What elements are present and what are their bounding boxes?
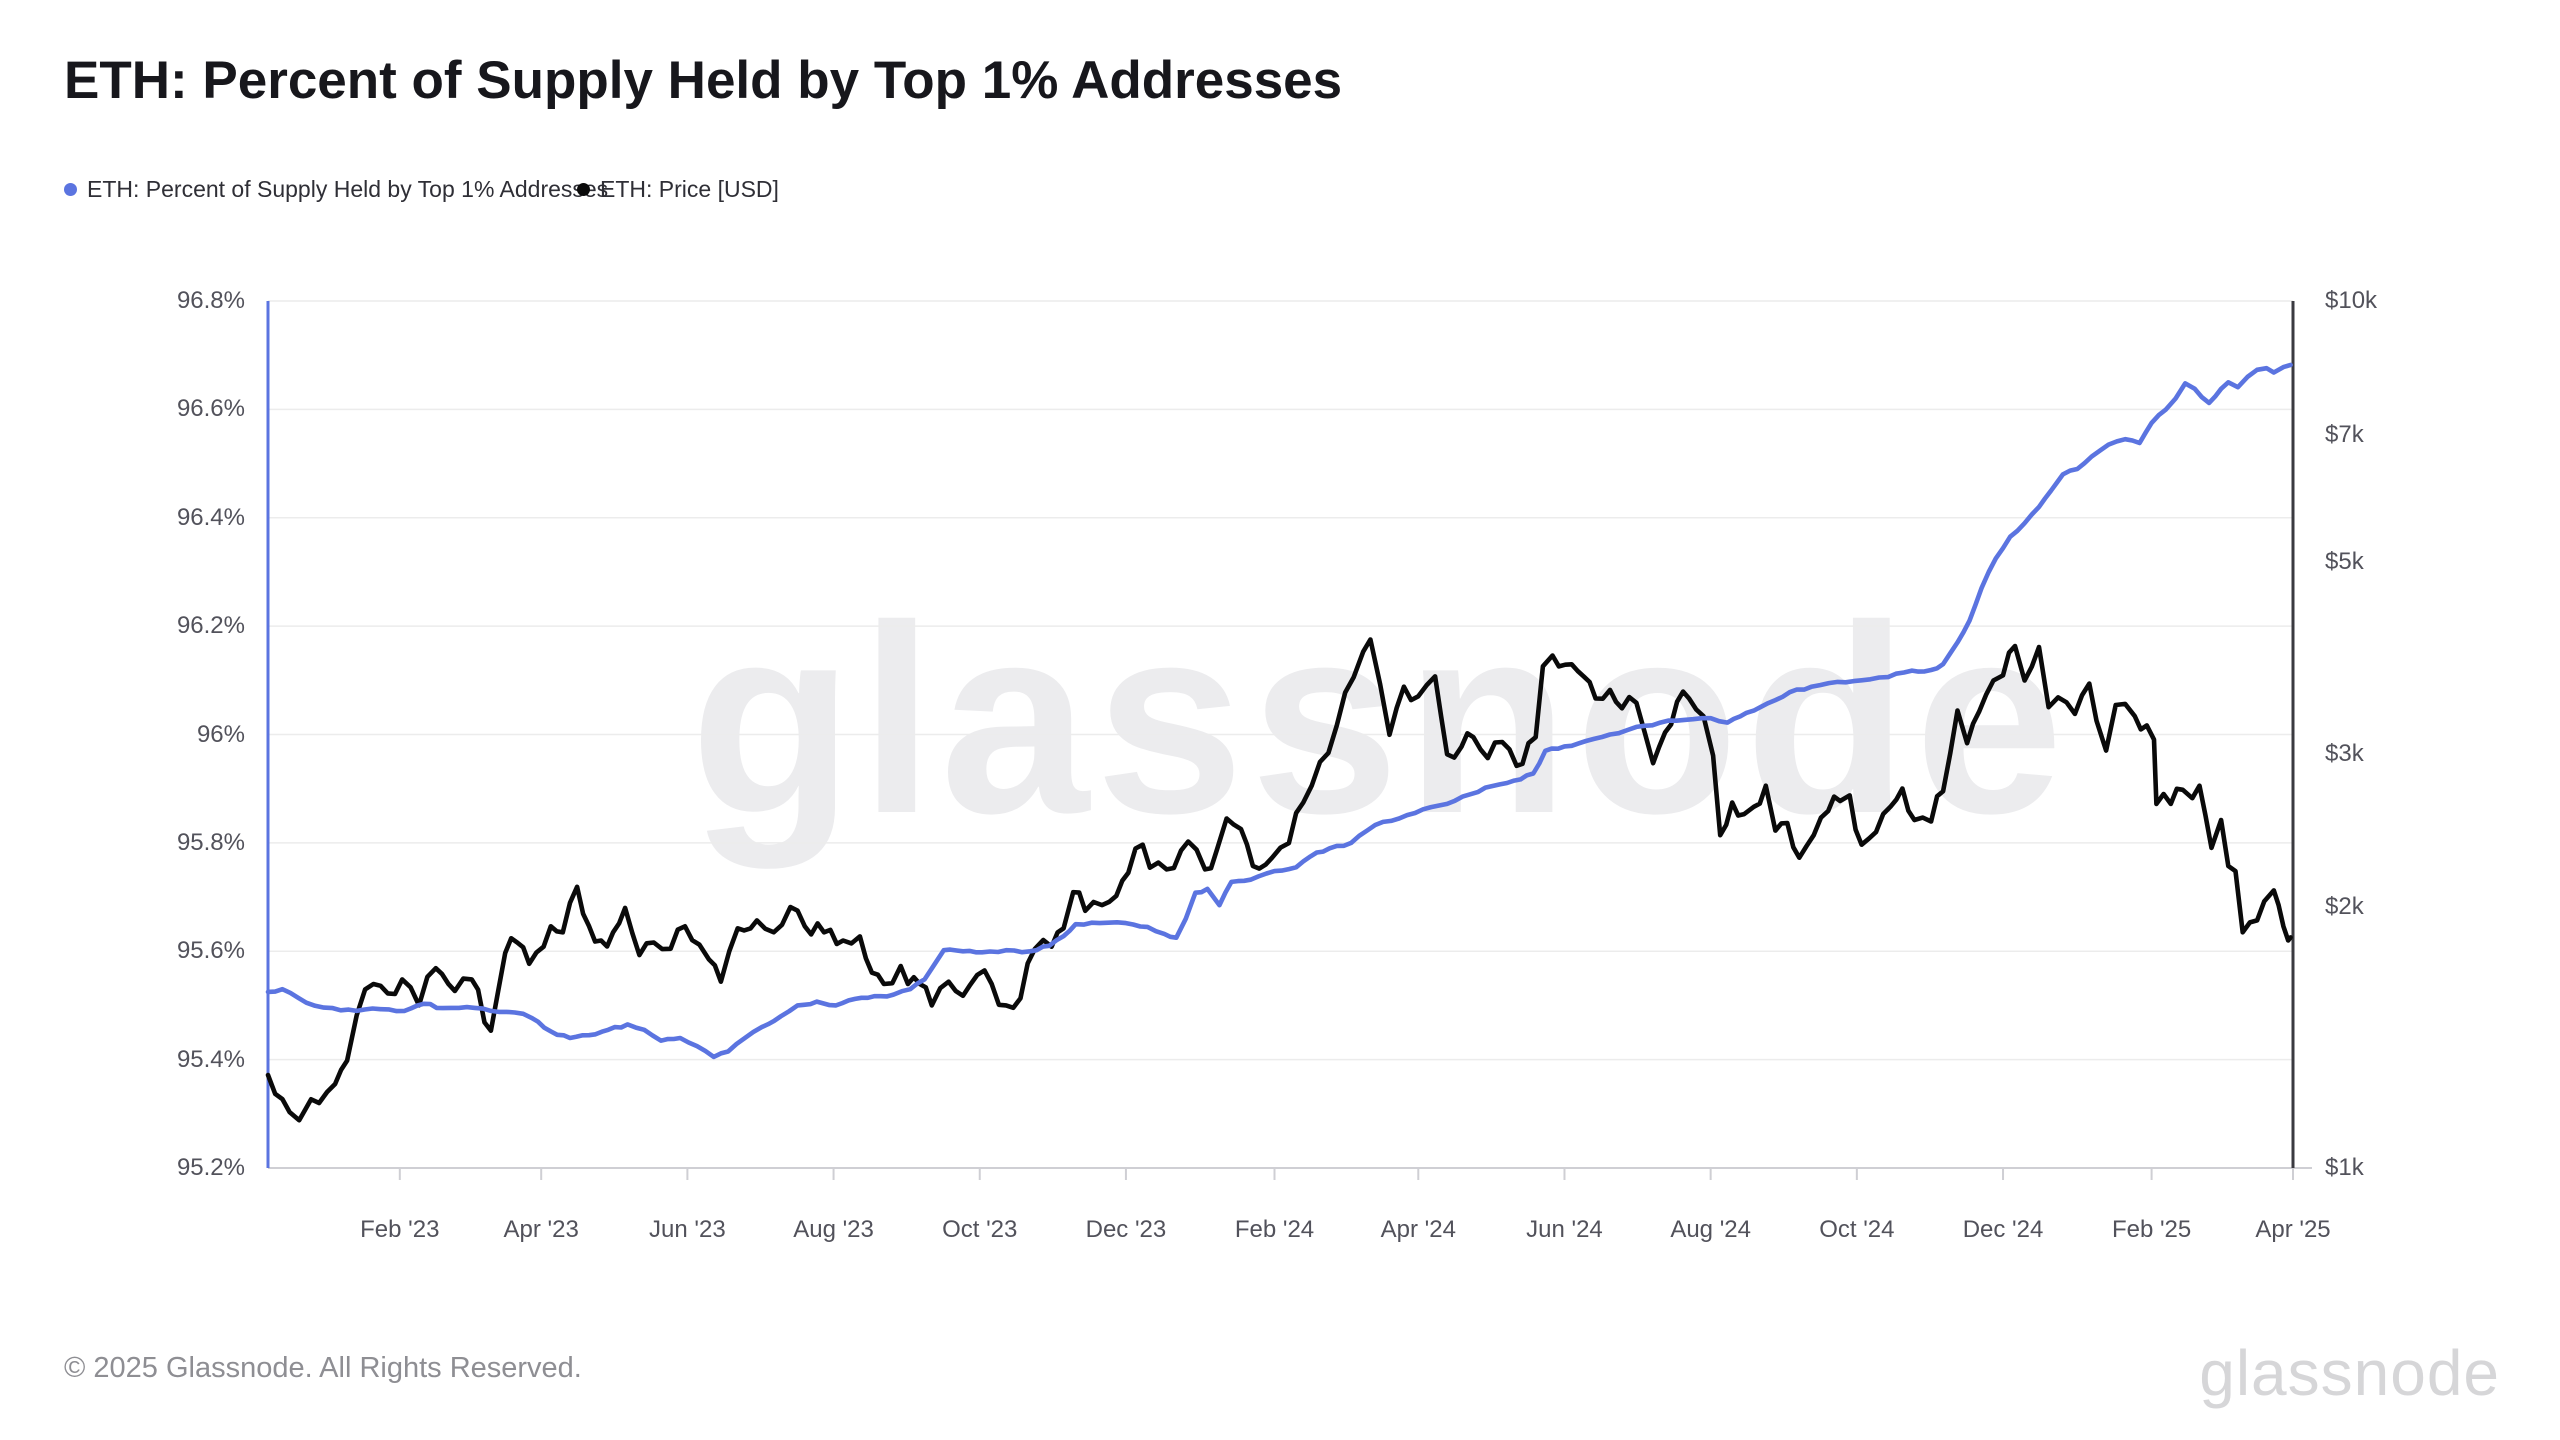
y-axis-right-tick-label: $10k [2325,287,2378,314]
page-title: ETH: Percent of Supply Held by Top 1% Ad… [64,51,1343,110]
x-axis-tick-label: Apr '24 [1380,1216,1456,1243]
legend: ETH: Percent of Supply Held by Top 1% Ad… [0,176,2560,208]
glassnode-logo: glassnode [2199,1337,2500,1409]
y-axis-left-tick-label: 96.6% [176,395,245,423]
x-axis-tick-label: Aug '24 [1670,1216,1751,1243]
x-axis-tick-label: Dec '23 [1085,1216,1167,1243]
y-axis-right-tick-label: $7k [2325,421,2364,449]
x-axis-tick-label: Feb '25 [2111,1216,2192,1243]
y-axis-left-tick-label: 95.2% [176,1154,245,1181]
x-axis-tick-label: Aug '23 [793,1216,874,1243]
y-axis-left-tick-label: 95.6% [176,937,245,965]
x-axis-tick-label: Oct '23 [942,1216,1018,1243]
copyright-text: © 2025 Glassnode. All Rights Reserved. [64,1352,582,1384]
y-axis-right-tick-label: $1k [2325,1154,2364,1181]
y-axis-left-tick-label: 96% [196,720,245,748]
y-axis-right-tick-label: $5k [2325,547,2364,575]
x-axis-tick-label: Dec '24 [1962,1216,2044,1243]
x-axis-tick-label: Jun '24 [1526,1216,1603,1243]
price-series-line[interactable] [265,637,2293,1123]
legend-label-price: ETH: Price [USD] [600,176,779,202]
legend-marker-percent-icon [64,183,77,196]
percent-series-line[interactable] [265,362,2293,1060]
x-axis-tick-label: Feb '23 [360,1216,440,1243]
y-axis-right-tick-label: $3k [2325,740,2364,768]
legend-item-percent-supply[interactable]: ETH: Percent of Supply Held by Top 1% Ad… [64,176,608,203]
x-axis-tick-label: Apr '23 [503,1216,579,1243]
x-axis-tick-label: Feb '24 [1234,1216,1315,1243]
x-axis-tick-label: Apr '25 [2255,1216,2331,1243]
legend-marker-price-icon [577,183,590,196]
x-axis-tick-label: Jun '23 [649,1216,726,1243]
y-axis-left-tick-label: 95.4% [176,1045,245,1073]
watermark: glassnode [690,569,2070,869]
y-axis-left-tick-label: 96.2% [176,612,245,640]
legend-item-price[interactable]: ETH: Price [USD] [577,176,779,203]
y-axis-left-tick-label: 96.4% [176,503,245,531]
x-axis-tick-label: Oct '24 [1819,1216,1895,1243]
y-axis-left-tick-label: 96.8% [176,287,245,314]
y-axis-left-tick-label: 95.8% [176,828,245,856]
y-axis-right-tick-label: $2k [2325,893,2364,920]
legend-label-percent: ETH: Percent of Supply Held by Top 1% Ad… [87,176,609,202]
